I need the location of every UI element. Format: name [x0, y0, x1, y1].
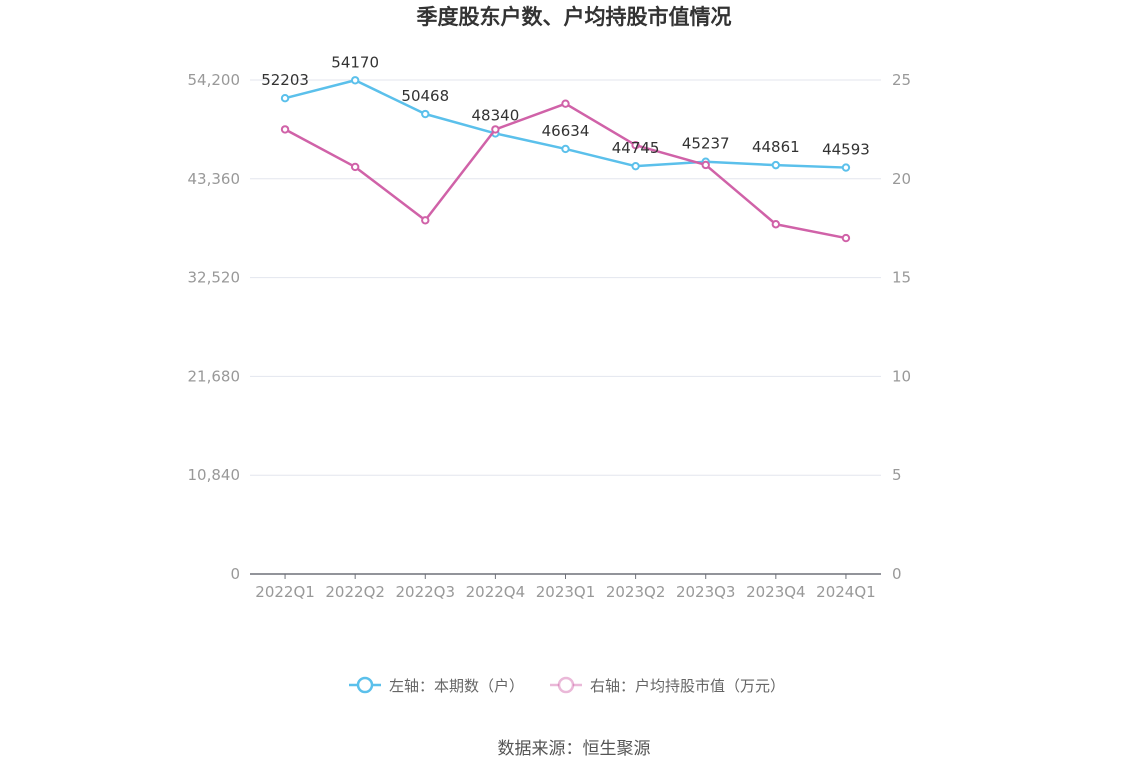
x-tick-label: 2022Q4 [466, 583, 526, 601]
left-y-tick-label: 54,200 [188, 71, 241, 89]
data-point[interactable] [631, 161, 640, 171]
data-label: 44593 [822, 141, 870, 159]
x-tick-label: 2022Q2 [325, 583, 385, 601]
x-tick-label: 2022Q1 [255, 583, 315, 601]
left-y-tick-label: 10,840 [188, 466, 241, 484]
data-point[interactable] [631, 141, 640, 150]
data-point[interactable] [561, 99, 570, 108]
data-point[interactable] [280, 125, 290, 134]
x-tick-label: 2022Q3 [396, 583, 456, 601]
chart-title: 季度股东户数、户均持股市值情况 [417, 5, 732, 29]
data-label: 44745 [612, 139, 660, 157]
data-point[interactable] [701, 160, 710, 170]
data-label: 50468 [401, 87, 449, 105]
data-point[interactable] [491, 125, 500, 134]
data-label: 46634 [542, 122, 590, 140]
left-y-tick-label: 21,680 [188, 367, 241, 385]
data-point[interactable] [771, 160, 781, 170]
axes: 010,84021,68032,52043,36054,200051015202… [188, 71, 912, 601]
x-tick-label: 2023Q2 [606, 583, 666, 601]
data-point[interactable] [421, 109, 430, 119]
right-y-tick-label: 25 [892, 71, 911, 89]
data-label: 52203 [261, 71, 309, 89]
data-point[interactable] [421, 216, 430, 225]
x-tick-label: 2023Q3 [676, 583, 736, 601]
data-label: 54170 [331, 53, 379, 71]
series-layer [280, 76, 851, 243]
data-point[interactable] [561, 144, 570, 154]
legend-item-0[interactable]: 左轴：本期数（户） [349, 676, 524, 695]
legend-label: 右轴：户均持股市值（万元） [590, 677, 785, 695]
data-point[interactable] [841, 233, 851, 243]
data-point[interactable] [350, 76, 360, 85]
data-point[interactable] [841, 163, 851, 172]
x-tick-label: 2024Q1 [816, 583, 876, 601]
right-y-tick-label: 0 [892, 565, 902, 583]
right-y-tick-label: 15 [892, 269, 911, 287]
data-label: 45237 [682, 135, 730, 153]
right-y-tick-label: 10 [892, 367, 911, 385]
left-y-tick-label: 0 [230, 565, 240, 583]
x-tick-label: 2023Q1 [536, 583, 596, 601]
right-y-tick-label: 5 [892, 466, 902, 484]
legend-marker [356, 676, 374, 694]
legend-item-1[interactable]: 右轴：户均持股市值（万元） [550, 676, 785, 695]
data-label: 48340 [472, 106, 520, 124]
source-text: 数据来源：恒生聚源 [498, 739, 651, 759]
legend-marker [557, 676, 575, 694]
legend-label: 左轴：本期数（户） [389, 677, 524, 695]
left-y-tick-label: 43,360 [188, 170, 241, 188]
data-label: 44861 [752, 138, 800, 156]
data-point[interactable] [280, 94, 290, 103]
left-y-tick-label: 32,520 [188, 269, 241, 287]
right-y-tick-label: 20 [892, 170, 911, 188]
data-labels: 52203 54170 50468 48340 46634 44745 45237 44861… [261, 53, 870, 158]
data-point[interactable] [771, 220, 781, 229]
legend[interactable]: 左轴：本期数（户） 右轴：户均持股市值（万元） [349, 676, 785, 695]
data-point[interactable] [350, 162, 360, 172]
x-tick-label: 2023Q4 [746, 583, 806, 601]
